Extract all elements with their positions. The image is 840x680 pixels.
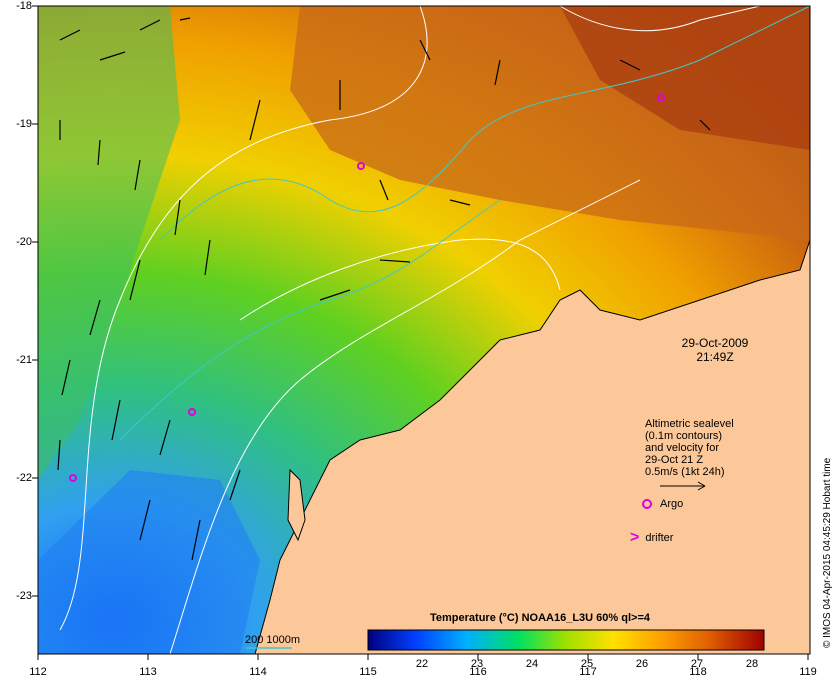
argo-label: Argo bbox=[660, 498, 684, 510]
colorbar-tick-24: 24 bbox=[525, 658, 539, 670]
observation-time: 21:49Z bbox=[696, 350, 734, 364]
map-frame bbox=[37, 5, 811, 655]
lon-label-117: 117 bbox=[579, 666, 597, 678]
colorbar-tick-27: 27 bbox=[690, 658, 704, 670]
observation-timestamp: 29-Oct-2009 21:49Z bbox=[660, 336, 770, 364]
lon-label-114: 114 bbox=[249, 666, 267, 678]
legend-line-1: Altimetric sealevel bbox=[645, 418, 734, 430]
lat-label-18: -18 bbox=[16, 0, 32, 12]
legend-line-2: (0.1m contours) bbox=[645, 430, 723, 442]
observation-date: 29-Oct-2009 bbox=[681, 336, 749, 350]
isobath-lines bbox=[119, 5, 811, 441]
axis-ticks bbox=[32, 5, 809, 660]
legend-line-4: 29-Oct 21 Z bbox=[645, 454, 704, 466]
isobath-key-label: 200 1000m bbox=[245, 634, 301, 646]
lon-label-115: 115 bbox=[359, 666, 377, 678]
lon-label-119: 119 bbox=[799, 666, 817, 678]
lon-label-118: 118 bbox=[689, 666, 707, 678]
colorbar-title: Temperature (°C) NOAA16_L3U 60% ql>=4 bbox=[430, 612, 650, 624]
lat-label-19: -19 bbox=[16, 118, 32, 130]
colorbar-tick-22: 22 bbox=[415, 658, 429, 670]
hottest-water-region bbox=[560, 6, 810, 150]
lon-label-112: 112 bbox=[29, 666, 47, 678]
colorbar-tick-28: 28 bbox=[745, 658, 759, 670]
argo-legend: Argo bbox=[642, 498, 683, 510]
lon-label-116: 116 bbox=[469, 666, 487, 678]
colorbar-tick-23: 23 bbox=[470, 658, 484, 670]
legend-line-5: 0.5m/s (1kt 24h) bbox=[645, 466, 725, 478]
drifter-legend: > drifter bbox=[630, 529, 673, 547]
lat-label-20: -20 bbox=[16, 236, 32, 248]
velocity-legend: Altimetric sealevel (0.1m contours) and … bbox=[645, 418, 734, 478]
lon-label-113: 113 bbox=[139, 666, 157, 678]
temperature-colorbar bbox=[367, 629, 765, 651]
legend-line-3: and velocity for bbox=[645, 442, 719, 454]
velocity-scale-arrow bbox=[660, 481, 706, 491]
credit-line: © IMOS 04-Apr-2015 04:45:29 Hobart time bbox=[822, 457, 833, 648]
colorbar-tick-26: 26 bbox=[635, 658, 649, 670]
colorbar-tick-25: 25 bbox=[580, 658, 594, 670]
land-mass bbox=[254, 239, 811, 655]
cool-water-region bbox=[38, 6, 180, 480]
lat-label-23: -23 bbox=[16, 590, 32, 602]
cold-water-region bbox=[38, 470, 260, 654]
argo-floats bbox=[69, 94, 665, 482]
sealevel-contours bbox=[59, 5, 761, 655]
lat-label-21: -21 bbox=[16, 354, 32, 366]
peninsula bbox=[287, 468, 306, 542]
lat-label-22: -22 bbox=[16, 472, 32, 484]
velocity-arrows bbox=[57, 17, 711, 561]
drifter-label: drifter bbox=[645, 531, 674, 544]
argo-circle-icon bbox=[642, 499, 652, 510]
drifter-chevron-icon: > bbox=[630, 529, 640, 546]
